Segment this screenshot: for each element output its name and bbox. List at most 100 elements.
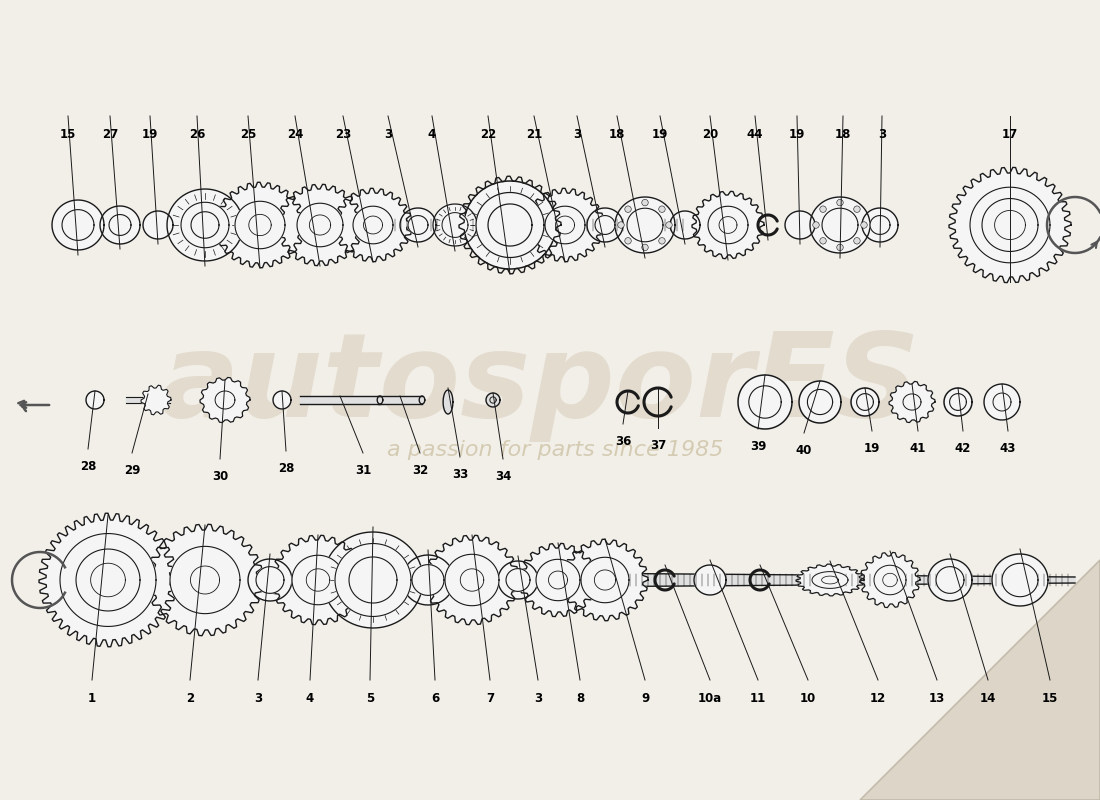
- Polygon shape: [249, 214, 272, 236]
- Text: 20: 20: [702, 128, 718, 141]
- Polygon shape: [799, 381, 842, 423]
- Text: a passion for parts since 1985: a passion for parts since 1985: [387, 440, 723, 460]
- Polygon shape: [167, 189, 243, 261]
- Polygon shape: [1002, 563, 1038, 597]
- Text: 44: 44: [747, 128, 763, 141]
- Polygon shape: [442, 213, 468, 238]
- Polygon shape: [425, 535, 519, 625]
- Polygon shape: [587, 208, 623, 242]
- Polygon shape: [807, 390, 833, 414]
- Polygon shape: [412, 565, 444, 595]
- Polygon shape: [336, 543, 411, 617]
- Text: 15: 15: [1042, 692, 1058, 705]
- Polygon shape: [419, 396, 425, 404]
- Polygon shape: [190, 566, 220, 594]
- Text: 3: 3: [878, 128, 887, 141]
- Polygon shape: [949, 394, 967, 410]
- Polygon shape: [992, 554, 1048, 606]
- Text: 41: 41: [910, 442, 926, 455]
- Polygon shape: [860, 553, 920, 607]
- Polygon shape: [256, 566, 284, 594]
- Polygon shape: [297, 203, 343, 246]
- Text: 40: 40: [795, 444, 812, 457]
- Circle shape: [641, 199, 648, 206]
- Polygon shape: [692, 191, 764, 258]
- Polygon shape: [719, 217, 737, 234]
- Polygon shape: [490, 397, 496, 403]
- Polygon shape: [191, 212, 219, 238]
- Text: 4: 4: [306, 692, 315, 705]
- Text: 7: 7: [486, 692, 494, 705]
- Polygon shape: [738, 375, 792, 429]
- Polygon shape: [581, 558, 629, 602]
- Text: 3: 3: [384, 128, 392, 141]
- Polygon shape: [526, 188, 604, 262]
- Text: 19: 19: [142, 128, 158, 141]
- Text: 24: 24: [287, 128, 304, 141]
- Circle shape: [618, 222, 624, 228]
- Polygon shape: [235, 202, 285, 249]
- Polygon shape: [460, 569, 484, 591]
- Polygon shape: [446, 554, 499, 606]
- Circle shape: [854, 206, 860, 213]
- Text: 32: 32: [411, 464, 428, 477]
- Polygon shape: [536, 559, 580, 601]
- Polygon shape: [363, 216, 383, 234]
- Polygon shape: [109, 214, 131, 235]
- Text: 14: 14: [980, 692, 997, 705]
- Polygon shape: [982, 198, 1038, 251]
- Circle shape: [820, 238, 826, 244]
- Text: 10: 10: [800, 692, 816, 705]
- Polygon shape: [870, 215, 890, 234]
- Text: 27: 27: [102, 128, 118, 141]
- Circle shape: [659, 206, 666, 213]
- Circle shape: [666, 222, 672, 228]
- Text: 31: 31: [355, 464, 371, 477]
- Polygon shape: [433, 204, 477, 246]
- Polygon shape: [86, 391, 104, 409]
- Polygon shape: [882, 574, 898, 586]
- Text: 4: 4: [428, 128, 436, 141]
- Circle shape: [625, 238, 631, 244]
- Polygon shape: [402, 555, 454, 605]
- Polygon shape: [708, 206, 748, 244]
- Polygon shape: [323, 532, 424, 628]
- Polygon shape: [615, 197, 675, 253]
- Polygon shape: [400, 208, 436, 242]
- Polygon shape: [544, 206, 585, 244]
- Circle shape: [837, 199, 844, 206]
- Circle shape: [813, 222, 820, 228]
- Polygon shape: [498, 561, 538, 599]
- Text: 28: 28: [80, 460, 96, 473]
- Polygon shape: [944, 388, 972, 416]
- Text: 19: 19: [864, 442, 880, 455]
- Polygon shape: [200, 378, 250, 422]
- Polygon shape: [928, 559, 972, 601]
- Polygon shape: [857, 394, 873, 410]
- Text: 11: 11: [750, 692, 766, 705]
- Polygon shape: [408, 215, 428, 234]
- Polygon shape: [76, 549, 140, 611]
- Polygon shape: [170, 546, 240, 614]
- Text: 18: 18: [835, 128, 851, 141]
- Text: 34: 34: [495, 470, 512, 483]
- Polygon shape: [182, 202, 229, 248]
- Polygon shape: [903, 394, 921, 410]
- Polygon shape: [306, 569, 330, 591]
- Polygon shape: [889, 382, 935, 422]
- Polygon shape: [993, 393, 1011, 411]
- Polygon shape: [556, 573, 1075, 587]
- Polygon shape: [785, 211, 815, 239]
- Polygon shape: [100, 206, 140, 244]
- Polygon shape: [39, 514, 177, 646]
- Polygon shape: [292, 555, 344, 605]
- Text: 2: 2: [186, 692, 194, 705]
- Text: 29: 29: [124, 464, 140, 477]
- Polygon shape: [860, 560, 1100, 800]
- Polygon shape: [796, 564, 864, 596]
- Polygon shape: [994, 210, 1025, 239]
- Text: 9: 9: [641, 692, 649, 705]
- Polygon shape: [595, 215, 615, 234]
- Polygon shape: [378, 396, 422, 404]
- Polygon shape: [379, 218, 690, 232]
